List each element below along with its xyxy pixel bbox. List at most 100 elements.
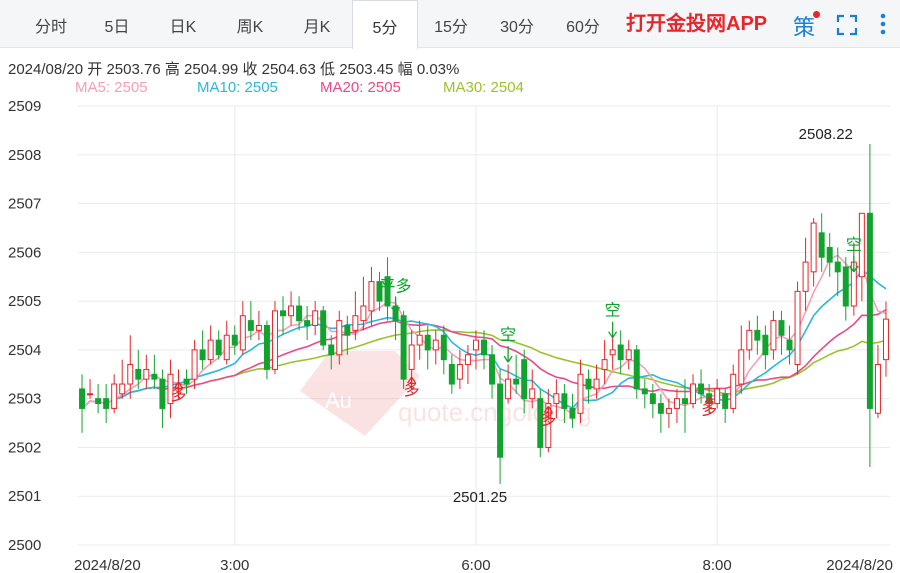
tab-3[interactable]: 周K [236, 19, 264, 36]
signal-label: 多 [540, 409, 556, 428]
y-tick-label: 2507 [8, 196, 41, 213]
ohlc-info-bar: 2024/08/20 开 2503.76 高 2504.99 收 2504.63… [8, 58, 459, 79]
candle-body [722, 393, 729, 409]
candle-body [874, 364, 881, 414]
tab-1[interactable]: 5日 [104, 19, 130, 36]
high-value: 2504.99 [184, 61, 239, 78]
candle-body [376, 281, 383, 302]
candle-body [625, 349, 632, 361]
candle-body [143, 368, 150, 380]
candle-body [569, 407, 576, 419]
low-value: 2503.45 [339, 61, 394, 78]
candle-body [304, 320, 311, 327]
low-label: 低 [320, 61, 336, 78]
candle-body [191, 349, 198, 380]
candle-body [794, 290, 801, 366]
candle-body [649, 393, 656, 405]
candle-body [87, 393, 94, 396]
candle-body [440, 334, 447, 361]
y-tick-label: 2506 [8, 244, 41, 261]
candle-body [681, 398, 688, 405]
expand-icon[interactable] [836, 14, 858, 36]
kline-chart[interactable]: 2500 2501 2502 2503 2504 2505 2506 2507 2508 2509… [0, 96, 900, 573]
candle-body [223, 334, 230, 361]
candle-body [617, 344, 624, 361]
notification-dot [813, 11, 820, 18]
signal-label: 空 [500, 325, 516, 344]
signal-arrow-up-icon [173, 381, 184, 395]
candle-body [103, 398, 110, 409]
candle-body [384, 276, 391, 307]
candle-body [79, 388, 86, 409]
strategy-icon[interactable]: 策 [793, 16, 816, 41]
tab-6[interactable]: 15分 [434, 19, 468, 36]
candle-body [858, 212, 865, 278]
tab-7[interactable]: 30分 [500, 19, 534, 36]
candle-body [207, 339, 214, 361]
candle-body [545, 403, 552, 448]
ma20-legend: MA20: 2505 [320, 79, 401, 96]
candle-body [360, 305, 367, 322]
ma10-legend: MA10: 2505 [197, 79, 278, 96]
candle-body [609, 349, 616, 356]
signal-label: 多 [170, 385, 186, 404]
more-vertical-icon[interactable] [879, 12, 887, 36]
candle-body [866, 212, 873, 409]
signal-arrow-down-icon [391, 297, 401, 314]
candle-body [690, 383, 697, 405]
high-label: 高 [164, 61, 180, 78]
y-tick-label: 2509 [8, 98, 41, 115]
candle-body [127, 364, 134, 385]
tab-0[interactable]: 分时 [34, 19, 67, 36]
signal-arrow-up-icon [543, 406, 553, 419]
open-app-link[interactable]: 打开金投网APP [626, 13, 768, 35]
candle-body [271, 310, 278, 370]
tab-8[interactable]: 60分 [566, 19, 600, 36]
candle-body [288, 305, 295, 317]
candle-body [882, 318, 889, 361]
candle-body [826, 246, 833, 263]
candle-body [818, 232, 825, 258]
candle-body [119, 383, 126, 395]
tab-5[interactable]: 5分 [352, 0, 418, 49]
candle-body [239, 315, 246, 351]
x-tick-label: 6:00 [461, 557, 490, 573]
signal-label: 平多 [380, 276, 412, 295]
range-label: 幅 [397, 61, 413, 78]
candle-body [280, 310, 287, 317]
candle-body [529, 388, 536, 400]
y-tick-label: 2505 [8, 293, 41, 310]
candle-body [770, 320, 777, 351]
open-value: 2503.76 [106, 61, 161, 78]
candle-body [730, 373, 737, 409]
candle-body [344, 325, 351, 336]
candle-body [199, 349, 206, 361]
candle-body [215, 339, 222, 356]
x-tick-label: 8:00 [703, 557, 732, 573]
candle-body [553, 393, 560, 405]
signal-arrow-up-icon [704, 396, 714, 409]
candle-body [111, 383, 118, 409]
candle-body [352, 315, 359, 331]
candle-body [633, 349, 640, 390]
candle-body [698, 383, 705, 395]
candle-body [714, 388, 721, 405]
range-value: 0.03% [416, 61, 460, 78]
tab-2[interactable]: 日K [169, 19, 197, 36]
signal-label: 空 [846, 235, 862, 254]
period-tab-bar: 分时 5日 日K 周K 月K 5分 15分 30分 60分 [0, 0, 900, 49]
tab-4[interactable]: 月K [303, 19, 331, 36]
candle-body [432, 339, 439, 351]
candle-body [167, 373, 174, 405]
candle-body [577, 373, 584, 414]
price-annotation: 2501.25 [453, 489, 507, 506]
candle-body [328, 344, 335, 356]
candle-body [754, 329, 761, 341]
candle-body [513, 378, 520, 385]
watermark-logo-icon [300, 351, 420, 436]
candle-body [561, 393, 568, 409]
candle-body [424, 334, 431, 351]
close-label: 收 [242, 61, 258, 78]
candle-body [400, 315, 407, 380]
x-tick-label: 2024/8/20 [826, 557, 893, 573]
